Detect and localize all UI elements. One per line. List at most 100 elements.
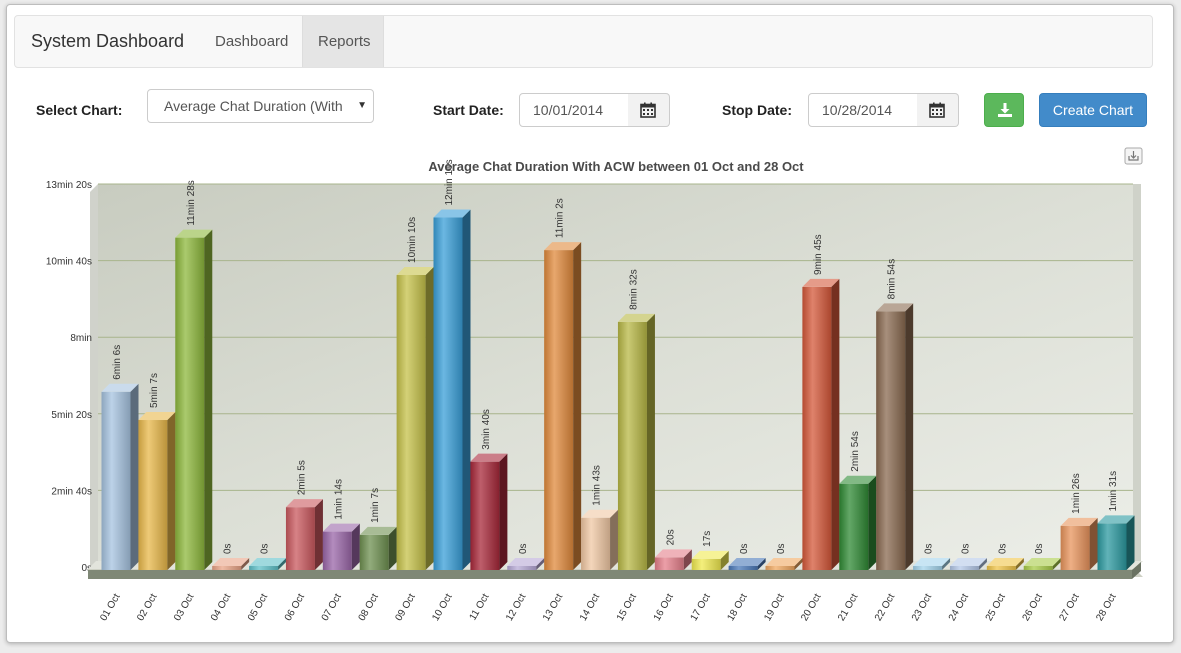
bar-side [1052, 558, 1061, 570]
bar-12[interactable] [507, 558, 545, 570]
chart-export-button[interactable] [1124, 147, 1143, 165]
x-tick-label: 21 Oct [836, 592, 860, 623]
x-tick-label: 01 Oct [98, 592, 122, 623]
bar-18[interactable] [728, 558, 766, 570]
bar-8[interactable] [359, 526, 397, 570]
bar-25[interactable] [986, 558, 1024, 570]
stop-date-input[interactable]: 10/28/2014 [808, 93, 918, 127]
download-button[interactable] [984, 93, 1024, 127]
x-tick-label: 13 Oct [541, 592, 565, 623]
bar-11[interactable] [470, 453, 508, 570]
bar-top [691, 550, 729, 559]
plot-side-wall [1133, 184, 1141, 567]
bar-10[interactable] [433, 209, 471, 570]
bar-front [322, 531, 352, 570]
bar-top [728, 558, 766, 566]
y-tick-label: 8min [70, 333, 92, 344]
x-tick-label: 09 Oct [393, 592, 417, 623]
bar-top [138, 412, 176, 421]
bar-14[interactable] [581, 509, 619, 570]
navbar-brand[interactable]: System Dashboard [31, 31, 185, 51]
bar-28[interactable] [1097, 515, 1135, 570]
x-tick-label: 22 Oct [873, 592, 897, 623]
bar-data-label: 1min 7s [370, 488, 381, 523]
bar-21[interactable] [839, 475, 877, 570]
bar-4[interactable] [212, 558, 250, 570]
bar-side [1015, 558, 1024, 570]
x-tick-label: 14 Oct [578, 592, 602, 623]
bar-data-label: 3min 40s [481, 409, 492, 450]
bar-17[interactable] [691, 550, 729, 570]
plot-side-wall [90, 184, 98, 575]
bar-front [654, 557, 684, 570]
y-tick-label: 0s [81, 563, 92, 574]
bar-data-label: 0s [260, 543, 271, 554]
x-tick-label: 11 Oct [468, 592, 492, 623]
bar-front [433, 217, 463, 570]
bar-top [433, 209, 471, 218]
nav-link-reports[interactable]: Reports [302, 16, 384, 67]
bar-top [507, 558, 545, 566]
bar-side [757, 558, 766, 570]
bar-top [1097, 515, 1135, 524]
bar-front [470, 461, 500, 570]
chart-select[interactable]: Average Chat Duration (With ACW) ▼ [147, 89, 374, 123]
bar-27[interactable] [1060, 517, 1098, 570]
bar-data-label: 2min 54s [850, 431, 861, 472]
bar-2[interactable] [138, 412, 176, 570]
bar-24[interactable] [949, 558, 987, 570]
bar-side [1089, 517, 1098, 570]
bar-data-label: 0s [776, 543, 787, 554]
x-tick-label: 02 Oct [135, 592, 159, 623]
bar-side [646, 313, 655, 570]
x-tick-label: 04 Oct [209, 592, 233, 623]
bar-side [314, 499, 323, 570]
bar-5[interactable] [249, 558, 287, 570]
bar-front [913, 566, 943, 570]
bar-front [802, 286, 832, 570]
bar-7[interactable] [322, 523, 360, 570]
bar-1[interactable] [101, 383, 139, 570]
bar-top [654, 549, 692, 558]
bar-side [683, 549, 692, 570]
bar-16[interactable] [654, 549, 692, 570]
bar-front [101, 391, 131, 570]
start-date-label: Start Date: [433, 102, 504, 118]
bar-19[interactable] [765, 558, 803, 570]
bar-front [138, 420, 168, 570]
bar-side [794, 558, 803, 570]
bar-front [876, 311, 906, 570]
bar-23[interactable] [913, 558, 951, 570]
create-chart-button[interactable]: Create Chart [1039, 93, 1147, 127]
bar-top [212, 558, 250, 566]
start-date-calendar-button[interactable] [628, 93, 670, 127]
nav-link-dashboard[interactable]: Dashboard [215, 33, 289, 50]
bar-data-label: 1min 31s [1108, 471, 1119, 512]
x-tick-label: 08 Oct [357, 592, 381, 623]
bar-3[interactable] [175, 229, 213, 570]
bar-6[interactable] [285, 499, 323, 570]
bar-13[interactable] [544, 242, 582, 570]
bar-side [831, 278, 840, 570]
x-tick-label: 27 Oct [1057, 592, 1081, 623]
bar-20[interactable] [802, 278, 840, 570]
bar-data-label: 8min 32s [628, 269, 639, 310]
bar-side [942, 558, 951, 570]
bar-side [278, 558, 287, 570]
bar-data-label: 2min 5s [296, 460, 307, 495]
bar-side [573, 242, 582, 570]
bar-15[interactable] [617, 313, 655, 570]
bar-data-label: 20s [665, 529, 676, 545]
bar-26[interactable] [1023, 558, 1061, 570]
y-tick-label: 13min 20s [46, 180, 92, 191]
bar-22[interactable] [876, 303, 914, 570]
bar-front [1097, 523, 1127, 570]
bar-data-label: 10min 10s [407, 217, 418, 263]
download-icon [998, 103, 1012, 117]
bar-side [241, 558, 250, 570]
bar-data-label: 0s [739, 543, 750, 554]
bar-9[interactable] [396, 266, 434, 570]
bar-side [499, 453, 508, 570]
stop-date-calendar-button[interactable] [917, 93, 959, 127]
